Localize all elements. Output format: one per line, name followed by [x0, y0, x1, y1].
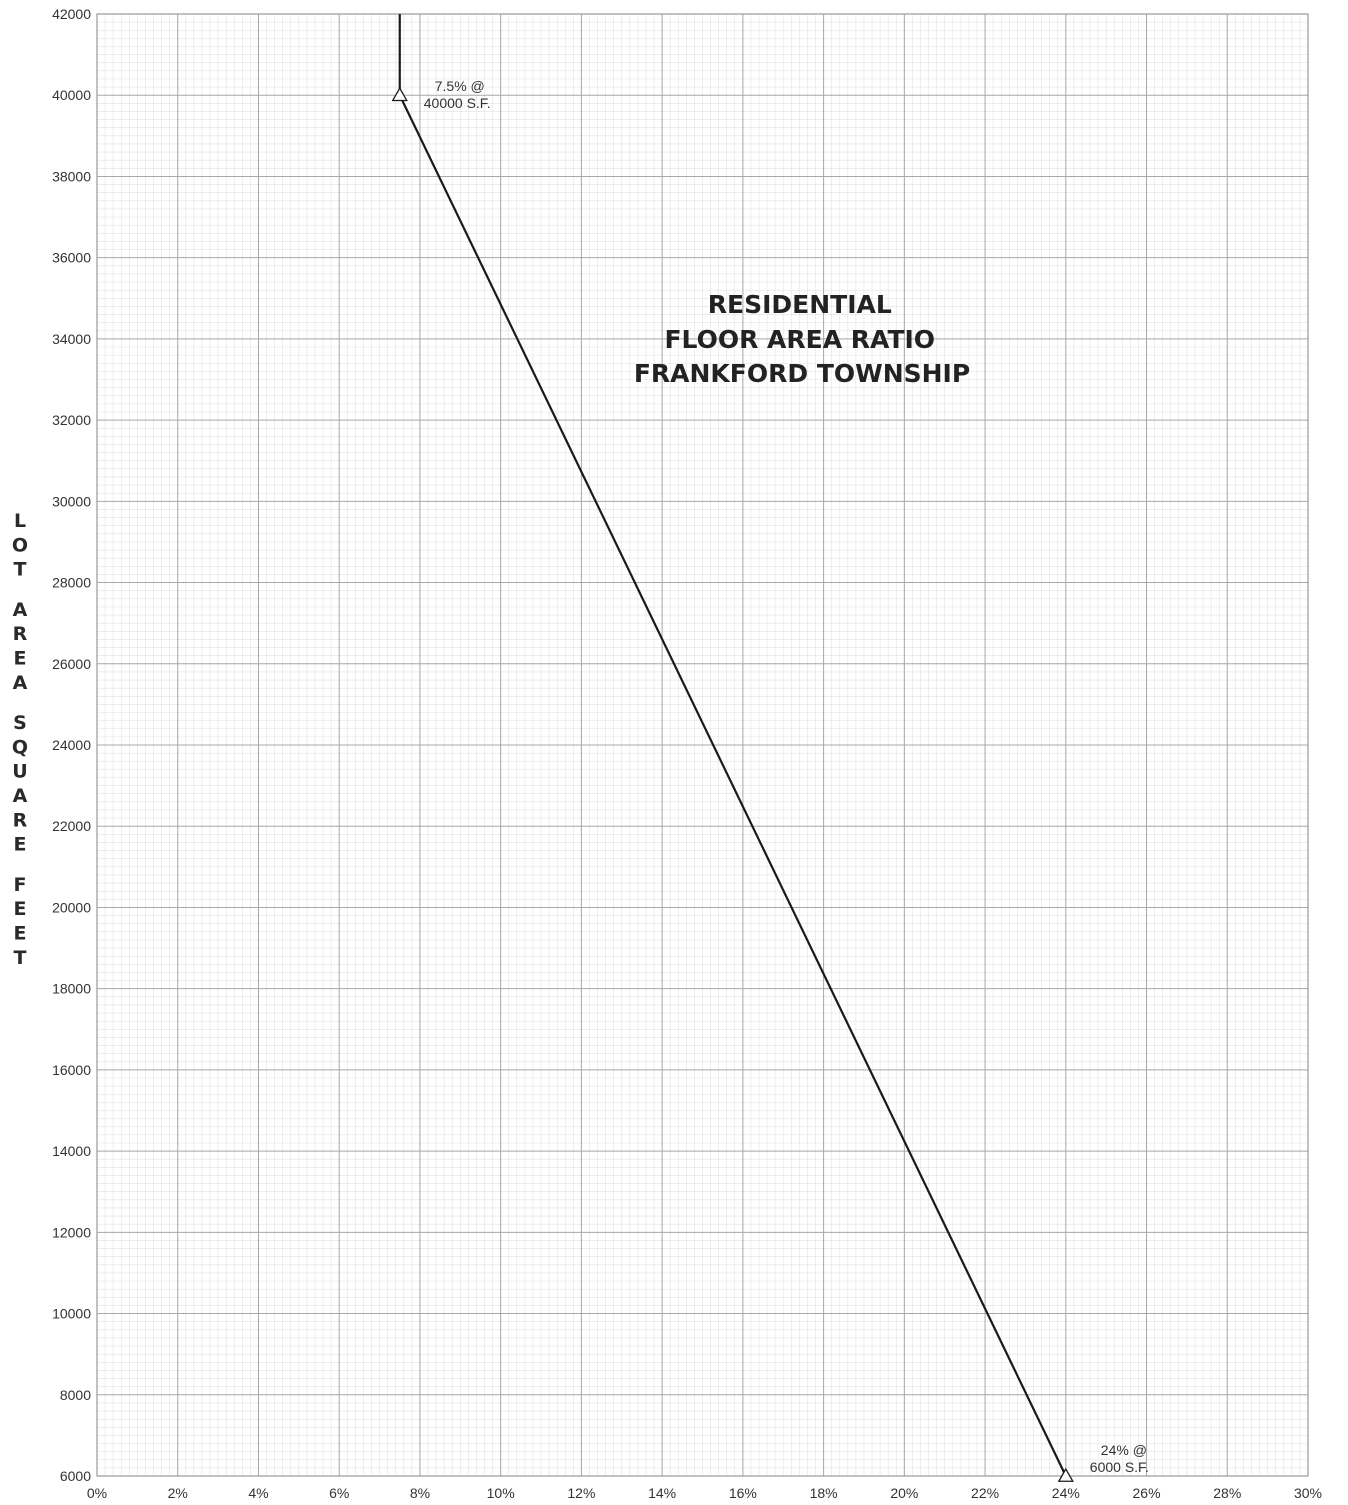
x-tick-label: 24%	[1052, 1485, 1080, 1501]
x-tick-label: 16%	[729, 1485, 757, 1501]
point-annotation: 40000 S.F.	[424, 95, 491, 111]
y-axis-title-letter: A	[13, 672, 28, 694]
x-tick-label: 8%	[410, 1485, 430, 1501]
x-tick-label: 28%	[1213, 1485, 1241, 1501]
y-tick-label: 40000	[52, 87, 91, 103]
x-tick-label: 10%	[487, 1485, 515, 1501]
y-tick-label: 10000	[52, 1306, 91, 1322]
x-tick-label: 26%	[1133, 1485, 1161, 1501]
y-tick-label: 14000	[52, 1143, 91, 1159]
y-tick-label: 24000	[52, 737, 91, 753]
y-axis-title-letter: E	[14, 898, 27, 920]
y-tick-label: 32000	[52, 412, 91, 428]
chart-title-line-1: RESIDENTIAL	[708, 290, 892, 319]
y-axis-title-letter: A	[13, 785, 28, 807]
point-annotation: 24% @	[1101, 1442, 1147, 1458]
y-axis-title-letter: E	[14, 648, 27, 670]
major-grid	[96, 13, 1309, 1477]
x-tick-label: 12%	[567, 1485, 595, 1501]
x-tick-label: 2%	[168, 1485, 188, 1501]
y-axis-title-letter: L	[14, 510, 26, 532]
x-tick-label: 22%	[971, 1485, 999, 1501]
y-tick-label: 42000	[52, 6, 91, 22]
y-axis-title-letter: U	[12, 761, 27, 783]
x-tick-label: 20%	[890, 1485, 918, 1501]
data-point-marker	[391, 86, 408, 102]
chart-title-line-3: FRANKFORD TOWNSHIP	[634, 359, 970, 388]
y-axis-title-letter: R	[13, 809, 28, 831]
y-axis-title-letter: R	[13, 623, 28, 645]
y-tick-label: 22000	[52, 818, 91, 834]
y-axis-title-letter: A	[13, 599, 28, 621]
x-tick-label: 14%	[648, 1485, 676, 1501]
y-tick-label: 20000	[52, 899, 91, 915]
y-tick-label: 18000	[52, 981, 91, 997]
x-tick-labels: 0% 2% 4% 6% 8% 10% 12% 14% 16% 18% 20% 22% 24% 26% 28%…	[87, 1485, 1322, 1501]
chart-title-line-2: FLOOR AREA RATIO	[664, 325, 935, 354]
y-axis-title-letter: Q	[12, 736, 28, 758]
y-tick-label: 34000	[52, 331, 91, 347]
y-tick-label: 30000	[52, 493, 91, 509]
y-axis-title-letter: T	[14, 947, 27, 969]
data-point-marker	[1057, 1467, 1074, 1482]
plot-frame	[96, 13, 1309, 1477]
y-tick-label: 16000	[52, 1062, 91, 1078]
chart-title: RESIDENTIAL FLOOR AREA RATIO FRANKFORD T…	[634, 290, 970, 388]
x-tick-label: 30%	[1294, 1485, 1322, 1501]
x-tick-label: 6%	[329, 1485, 349, 1501]
y-tick-label: 38000	[52, 168, 91, 184]
y-tick-label: 28000	[52, 575, 91, 591]
y-axis-title-letter: S	[13, 712, 27, 734]
y-axis-title-letter: F	[14, 874, 27, 896]
x-tick-label: 0%	[87, 1485, 107, 1501]
y-tick-label: 8000	[60, 1387, 91, 1403]
y-axis-title-letter: E	[14, 834, 27, 856]
y-axis-title-letter: T	[14, 559, 27, 581]
y-axis-title-letter: E	[14, 923, 27, 945]
y-axis-title-letter: O	[12, 534, 28, 556]
y-tick-label: 12000	[52, 1224, 91, 1240]
point-annotation: 7.5% @	[435, 78, 485, 94]
point-annotation: 6000 S.F.	[1090, 1459, 1149, 1475]
marker-layer	[391, 86, 1074, 1482]
y-tick-label: 6000	[60, 1468, 91, 1484]
x-tick-label: 18%	[810, 1485, 838, 1501]
annotation-layer: 7.5% @40000 S.F. 24% @6000 S.F.	[424, 78, 1149, 1475]
y-tick-labels: 6000 8000 10000 12000 14000 16000 18000 20000 22…	[52, 6, 91, 1484]
y-tick-label: 36000	[52, 250, 91, 266]
x-tick-label: 4%	[248, 1485, 268, 1501]
y-tick-label: 26000	[52, 656, 91, 672]
